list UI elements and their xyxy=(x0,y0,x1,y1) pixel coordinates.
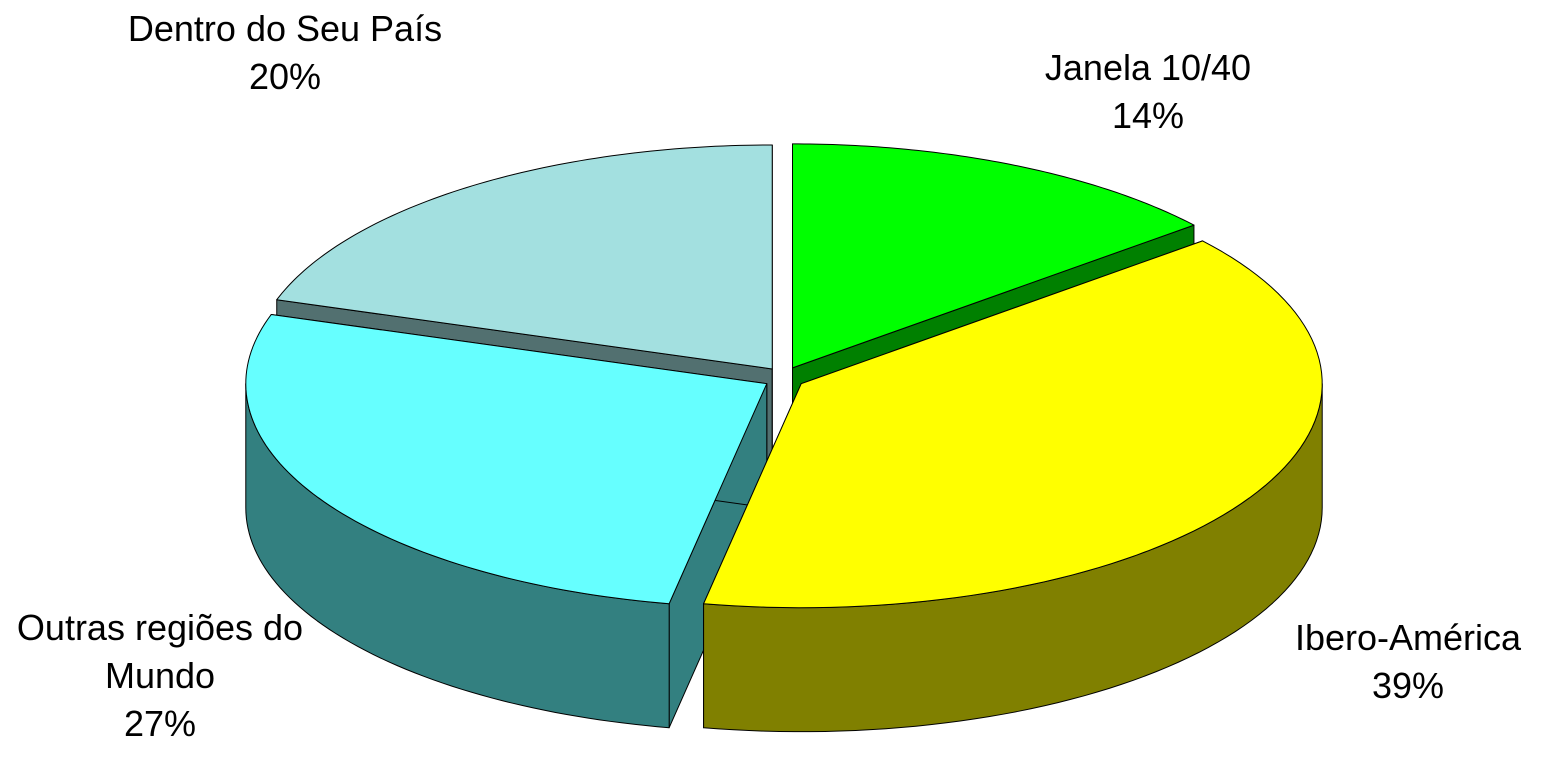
slice-label: Ibero-América 39% xyxy=(1248,614,1556,710)
slice-label: Outras regiões do Mundo 27% xyxy=(0,604,320,748)
value-label: 20% xyxy=(248,56,322,97)
slice-label: Janela 10/40 14% xyxy=(998,44,1298,140)
slice-top xyxy=(703,240,1323,609)
slice-top xyxy=(276,144,773,370)
value-label: 27% xyxy=(123,703,197,744)
value-label: 14% xyxy=(1111,95,1185,136)
slice-label: Dentro do Seu País 20% xyxy=(125,5,445,101)
category-label: Outras regiões do Mundo xyxy=(16,607,304,696)
slice-top xyxy=(245,313,768,605)
value-label: 39% xyxy=(1371,665,1445,706)
category-label: Janela 10/40 xyxy=(1044,47,1252,88)
category-label: Ibero-América xyxy=(1294,617,1522,658)
slice-top xyxy=(792,143,1195,369)
category-label: Dentro do Seu País xyxy=(127,8,443,49)
